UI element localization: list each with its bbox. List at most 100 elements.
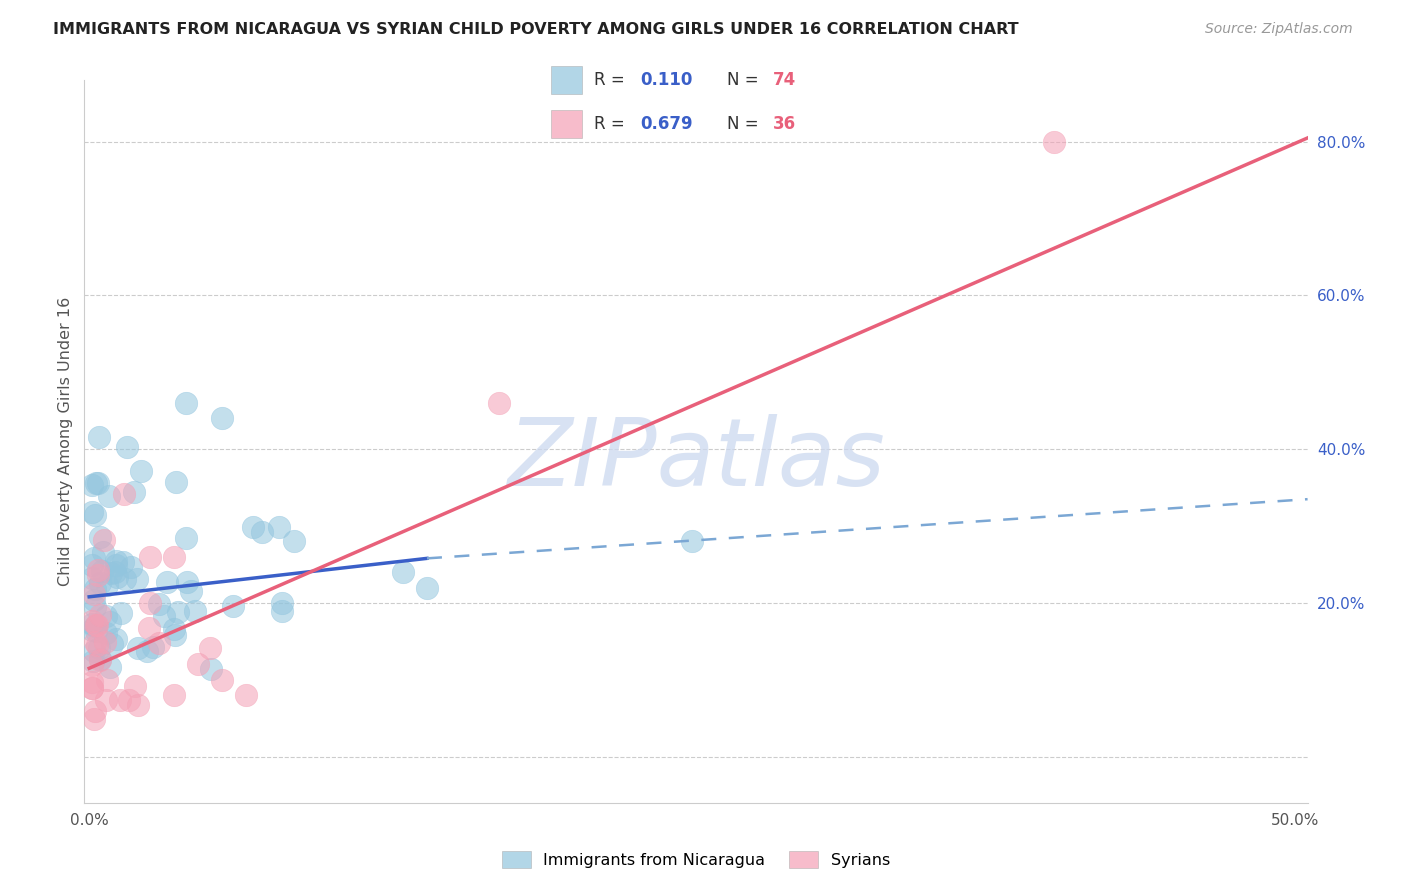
Point — [108, 693, 131, 707]
Point — [138, 549, 160, 564]
Point — [180, 583, 202, 598]
Point — [222, 599, 245, 613]
Point — [211, 673, 233, 687]
Point — [267, 520, 290, 534]
Text: ZIPatlas: ZIPatlas — [508, 414, 884, 505]
Point — [271, 596, 294, 610]
Point — [148, 597, 170, 611]
Point — [80, 657, 103, 672]
Point — [174, 532, 197, 546]
Point — [104, 632, 127, 647]
Point — [89, 430, 111, 444]
Point — [117, 440, 139, 454]
Point — [183, 605, 205, 619]
Point — [94, 626, 117, 640]
Point — [89, 653, 111, 667]
Legend: Immigrants from Nicaragua, Syrians: Immigrants from Nicaragua, Syrians — [495, 845, 897, 874]
Point — [98, 660, 121, 674]
Point — [80, 478, 103, 492]
Point — [84, 599, 107, 614]
Point — [89, 608, 111, 623]
Point — [120, 560, 142, 574]
Point — [96, 578, 118, 592]
Point — [681, 534, 703, 549]
Point — [105, 570, 128, 584]
Point — [162, 549, 184, 564]
Point — [87, 567, 110, 582]
Point — [101, 637, 124, 651]
Text: 0.679: 0.679 — [640, 115, 693, 133]
Point — [86, 638, 108, 652]
Point — [96, 673, 118, 687]
Text: R =: R = — [593, 115, 630, 133]
Text: 36: 36 — [773, 115, 796, 133]
Point — [125, 572, 148, 586]
Text: R =: R = — [593, 71, 630, 89]
Point — [176, 575, 198, 590]
Point — [83, 550, 105, 565]
Point — [86, 617, 108, 632]
Point — [80, 558, 103, 573]
Point — [162, 688, 184, 702]
Point — [89, 651, 111, 665]
Point — [142, 640, 165, 654]
Point — [83, 587, 105, 601]
Point — [100, 566, 122, 581]
Point — [111, 555, 134, 569]
Point — [118, 693, 141, 707]
Point — [98, 489, 121, 503]
Point — [91, 565, 114, 579]
Point — [114, 572, 136, 586]
Point — [110, 606, 132, 620]
Point — [87, 563, 110, 577]
Point — [211, 411, 233, 425]
Point — [80, 681, 103, 695]
Point — [94, 608, 117, 623]
Point — [138, 596, 160, 610]
Point — [1043, 135, 1066, 149]
Point — [89, 530, 111, 544]
Text: Source: ZipAtlas.com: Source: ZipAtlas.com — [1205, 22, 1353, 37]
Bar — [551, 110, 582, 138]
Point — [83, 712, 105, 726]
Point — [84, 582, 107, 596]
Point — [84, 619, 107, 633]
Point — [80, 674, 103, 689]
Point — [416, 581, 439, 595]
Point — [100, 615, 122, 629]
Point — [165, 475, 187, 490]
Point — [392, 565, 415, 579]
Point — [235, 688, 257, 702]
Point — [82, 505, 104, 519]
Point — [271, 603, 294, 617]
Point — [122, 485, 145, 500]
Point — [80, 571, 103, 585]
Point — [124, 679, 146, 693]
Point — [198, 641, 221, 656]
Point — [84, 624, 107, 638]
Point — [104, 554, 127, 568]
Point — [163, 623, 186, 637]
Point — [89, 575, 111, 590]
Point — [250, 525, 273, 540]
Text: 74: 74 — [773, 71, 797, 89]
Point — [83, 635, 105, 649]
Point — [129, 464, 152, 478]
Point — [200, 662, 222, 676]
Point — [84, 618, 107, 632]
Point — [93, 533, 115, 548]
Point — [104, 565, 127, 579]
Point — [127, 640, 149, 655]
Point — [138, 621, 160, 635]
Point — [96, 692, 118, 706]
Point — [283, 534, 305, 549]
Point — [148, 636, 170, 650]
Point — [165, 628, 187, 642]
Point — [80, 681, 103, 695]
Point — [242, 519, 264, 533]
Point — [80, 617, 103, 632]
Point — [89, 640, 111, 655]
Point — [93, 635, 115, 649]
Point — [80, 623, 103, 637]
Bar — [551, 66, 582, 94]
